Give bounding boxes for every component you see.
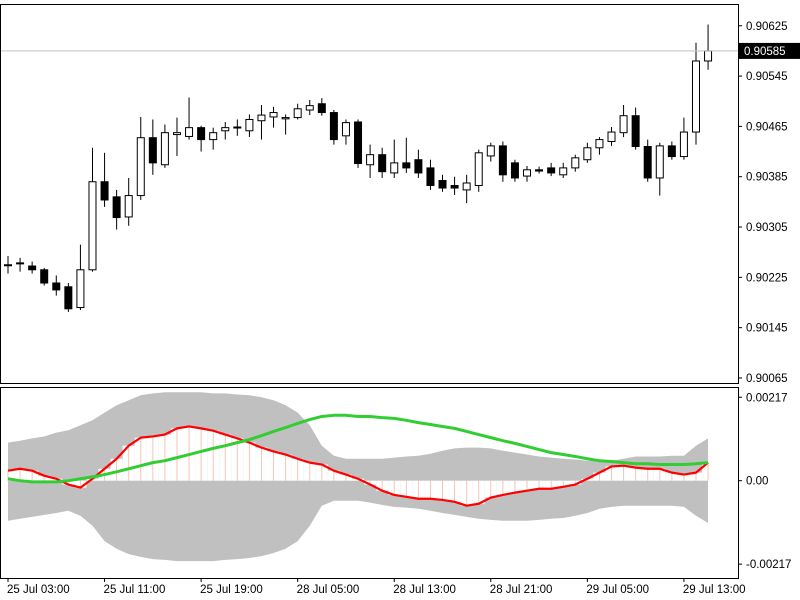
candle-body bbox=[438, 179, 447, 189]
indicator-line bbox=[7, 413, 709, 484]
candle-body bbox=[257, 114, 266, 122]
x-tick-label: 28 Jul 05:00 bbox=[297, 584, 360, 596]
candle-body bbox=[100, 181, 109, 201]
candle-body bbox=[474, 152, 483, 187]
y-tick-label: 0.90545 bbox=[746, 71, 788, 83]
y-tick-label: 0.90065 bbox=[746, 373, 788, 385]
y-tick-label: 0.90305 bbox=[746, 222, 788, 234]
candle-body bbox=[366, 154, 375, 166]
candle-body bbox=[619, 115, 628, 134]
y-tick-label: 0.90385 bbox=[746, 172, 788, 184]
candle-body bbox=[281, 117, 290, 120]
candle-body bbox=[402, 162, 411, 169]
candle-body bbox=[571, 157, 580, 169]
candle-body bbox=[462, 182, 471, 191]
candle-body bbox=[269, 112, 278, 118]
y-tick-label: 0.00217 bbox=[746, 392, 788, 404]
candle-body bbox=[486, 145, 495, 157]
x-tick-label: 29 Jul 13:00 bbox=[683, 584, 746, 596]
candle-body bbox=[245, 118, 254, 132]
candle-body bbox=[354, 121, 363, 164]
candle-body bbox=[655, 145, 664, 179]
candle-body bbox=[691, 60, 700, 133]
candle-body bbox=[510, 162, 519, 179]
indicator-panel-frame bbox=[0, 387, 739, 579]
candle-body bbox=[679, 131, 688, 158]
candle-body bbox=[28, 265, 37, 271]
candle-body bbox=[583, 147, 592, 161]
x-tick-label: 25 Jul 19:00 bbox=[200, 584, 263, 596]
y-tick-label: 0.90625 bbox=[746, 21, 788, 33]
candle-body bbox=[172, 132, 181, 136]
candle-body bbox=[704, 50, 713, 62]
y-tick-label: 0.00 bbox=[746, 476, 768, 488]
x-tick-label: 28 Jul 13:00 bbox=[393, 584, 456, 596]
price-panel-frame bbox=[0, 4, 739, 384]
candle-layer bbox=[0, 24, 738, 312]
candle-body bbox=[76, 269, 85, 309]
candle-body bbox=[64, 286, 73, 310]
x-tick-label: 29 Jul 05:00 bbox=[586, 584, 649, 596]
x-tick-label: 25 Jul 11:00 bbox=[104, 584, 166, 596]
candle-body bbox=[450, 185, 459, 189]
candle-body bbox=[631, 115, 640, 148]
candle-body bbox=[426, 167, 435, 187]
candle-body bbox=[305, 105, 314, 111]
candle-body bbox=[209, 132, 218, 141]
candle-body bbox=[607, 131, 616, 142]
candle-body bbox=[523, 169, 532, 177]
y-tick-label: 0.90145 bbox=[746, 323, 788, 335]
candle-body bbox=[329, 112, 338, 141]
candle-body bbox=[52, 282, 61, 291]
line-layer bbox=[7, 413, 709, 507]
y-tick-label: 0.90465 bbox=[746, 121, 788, 133]
candle-body bbox=[643, 146, 652, 179]
candle-body bbox=[221, 127, 230, 132]
candle-body bbox=[498, 145, 507, 176]
candle-body bbox=[148, 137, 157, 164]
x-tick-label: 25 Jul 03:00 bbox=[7, 584, 70, 596]
candle-body bbox=[4, 264, 12, 267]
candle-body bbox=[197, 127, 206, 141]
candle-body bbox=[378, 154, 387, 173]
candle-body bbox=[559, 167, 568, 176]
candle-body bbox=[667, 145, 676, 158]
candle-body bbox=[40, 269, 49, 284]
candle-body bbox=[233, 126, 242, 129]
candle-body bbox=[136, 137, 145, 197]
candle-body bbox=[160, 132, 169, 166]
bid-label-box bbox=[739, 42, 800, 59]
y-tick-label: -0.00217 bbox=[746, 559, 791, 571]
candle-body bbox=[414, 159, 423, 174]
candle-body bbox=[390, 162, 399, 174]
candle-body bbox=[341, 122, 350, 137]
candle-body bbox=[595, 139, 604, 149]
candle-body bbox=[317, 103, 326, 114]
candle-body bbox=[293, 108, 302, 119]
axis-layer: 0.90065 0.90145 0.90225 0.90305 0.90385 0.904… bbox=[7, 21, 800, 596]
bid-label: 0.90585 bbox=[744, 46, 786, 58]
candle-body bbox=[124, 195, 133, 218]
histogram-layer bbox=[1, 426, 715, 506]
indicator-line bbox=[7, 425, 709, 507]
candle-body bbox=[185, 127, 194, 137]
candle-body bbox=[88, 181, 97, 271]
y-tick-label: 0.90225 bbox=[746, 272, 788, 284]
candle-body bbox=[16, 262, 25, 265]
candle-body bbox=[547, 167, 556, 174]
candle-body bbox=[535, 169, 544, 172]
x-tick-label: 28 Jul 21:00 bbox=[490, 584, 553, 596]
candle-body bbox=[112, 196, 121, 219]
